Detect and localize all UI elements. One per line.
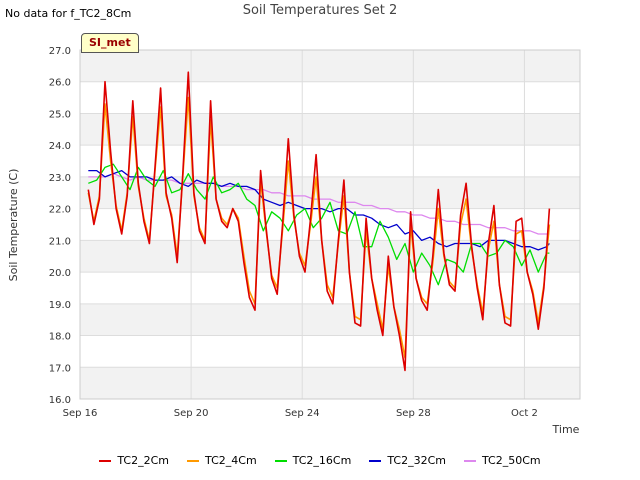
y-axis-label: Soil Temperature (C) bbox=[7, 169, 20, 282]
legend-swatch bbox=[463, 459, 476, 462]
legend-swatch bbox=[187, 459, 200, 462]
x-tick-label: Sep 20 bbox=[174, 408, 209, 419]
legend-label: TC2_32Cm bbox=[387, 454, 446, 467]
plot-band bbox=[80, 367, 580, 399]
plot-band bbox=[80, 303, 580, 336]
plot-band bbox=[80, 208, 580, 241]
chart-title: Soil Temperatures Set 2 bbox=[242, 3, 398, 18]
y-tick-label: 21.0 bbox=[49, 236, 71, 247]
legend-item: TC2_32Cm bbox=[369, 454, 446, 467]
x-tick-labels: Sep 16 Sep 20 Sep 24 Sep 28 Oct 2 bbox=[63, 408, 538, 419]
y-tick-label: 18.0 bbox=[49, 332, 71, 343]
y-tick-label: 19.0 bbox=[49, 300, 71, 311]
y-tick-label: 27.0 bbox=[49, 46, 71, 57]
y-tick-label: 23.0 bbox=[49, 173, 71, 184]
y-tick-label: 25.0 bbox=[49, 109, 71, 120]
y-tick-labels: 16.0 17.0 18.0 19.0 20.0 21.0 22.0 23.0 24.0 25.0… bbox=[49, 46, 71, 406]
plot-band bbox=[80, 50, 580, 82]
y-tick-label: 17.0 bbox=[49, 363, 71, 374]
x-tick-label: Sep 28 bbox=[396, 408, 431, 419]
legend-swatch bbox=[274, 459, 287, 462]
legend: TC2_2Cm TC2_4Cm TC2_16Cm TC2_32Cm TC2_50Cm bbox=[0, 454, 640, 467]
y-tick-label: 20.0 bbox=[49, 268, 71, 279]
legend-swatch bbox=[369, 459, 382, 462]
legend-label: TC2_16Cm bbox=[292, 454, 352, 467]
legend-item: TC2_16Cm bbox=[274, 454, 352, 467]
x-tick-label: Oct 2 bbox=[511, 408, 538, 419]
no-data-note: No data for f_TC2_8Cm bbox=[5, 7, 132, 20]
legend-label: TC2_4Cm bbox=[205, 454, 257, 467]
y-tick-label: 24.0 bbox=[49, 141, 71, 152]
site-badge: SI_met bbox=[81, 33, 139, 53]
plot-band bbox=[80, 240, 580, 273]
series-line-tc2-2cm bbox=[87, 71, 551, 372]
series-layer bbox=[87, 71, 551, 372]
legend-label: TC2_2Cm bbox=[117, 454, 170, 467]
legend-item: TC2_4Cm bbox=[187, 454, 257, 467]
y-tick-label: 26.0 bbox=[49, 78, 71, 89]
legend-swatch bbox=[99, 459, 112, 462]
plot-band bbox=[80, 335, 580, 368]
legend-item: TC2_50Cm bbox=[463, 454, 541, 467]
plot-band bbox=[80, 81, 580, 114]
x-tick-label: Sep 24 bbox=[285, 408, 320, 419]
x-tick-label: Sep 16 bbox=[63, 408, 98, 419]
y-tick-label: 22.0 bbox=[49, 205, 71, 216]
legend-item: TC2_2Cm bbox=[99, 454, 169, 467]
plot-band bbox=[80, 113, 580, 146]
plot-bands bbox=[80, 50, 580, 399]
y-tick-label: 16.0 bbox=[49, 395, 71, 406]
x-axis-label: Time bbox=[552, 423, 580, 436]
legend-label: TC2_50Cm bbox=[481, 454, 541, 467]
plot-frame bbox=[79, 49, 581, 400]
